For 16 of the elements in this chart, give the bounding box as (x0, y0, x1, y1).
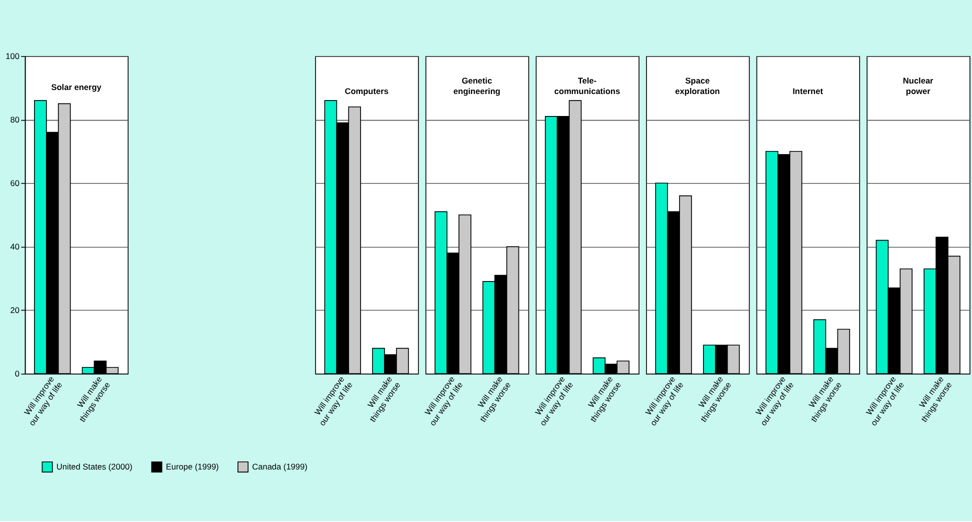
y-tick-label: 0 (14, 368, 20, 379)
legend-label: Europe (1999) (166, 461, 220, 472)
legend-label: Canada (1999) (252, 461, 308, 472)
text: Internet (792, 86, 824, 96)
text: Tele- communications (554, 75, 620, 96)
y-tick-label: 20 (10, 305, 20, 316)
text: Solar energy (51, 82, 102, 92)
legend-label: United States (2000) (56, 461, 133, 472)
text: Nuclear power (902, 75, 934, 96)
y-tick-label: 40 (10, 242, 20, 252)
text: Computers (344, 86, 389, 96)
text: Genetic engineering (453, 75, 500, 96)
text: Space exploration (675, 75, 720, 96)
y-tick-label: 100 (6, 50, 20, 61)
y-tick-label: 60 (10, 178, 20, 188)
y-tick-label: 80 (10, 114, 20, 124)
